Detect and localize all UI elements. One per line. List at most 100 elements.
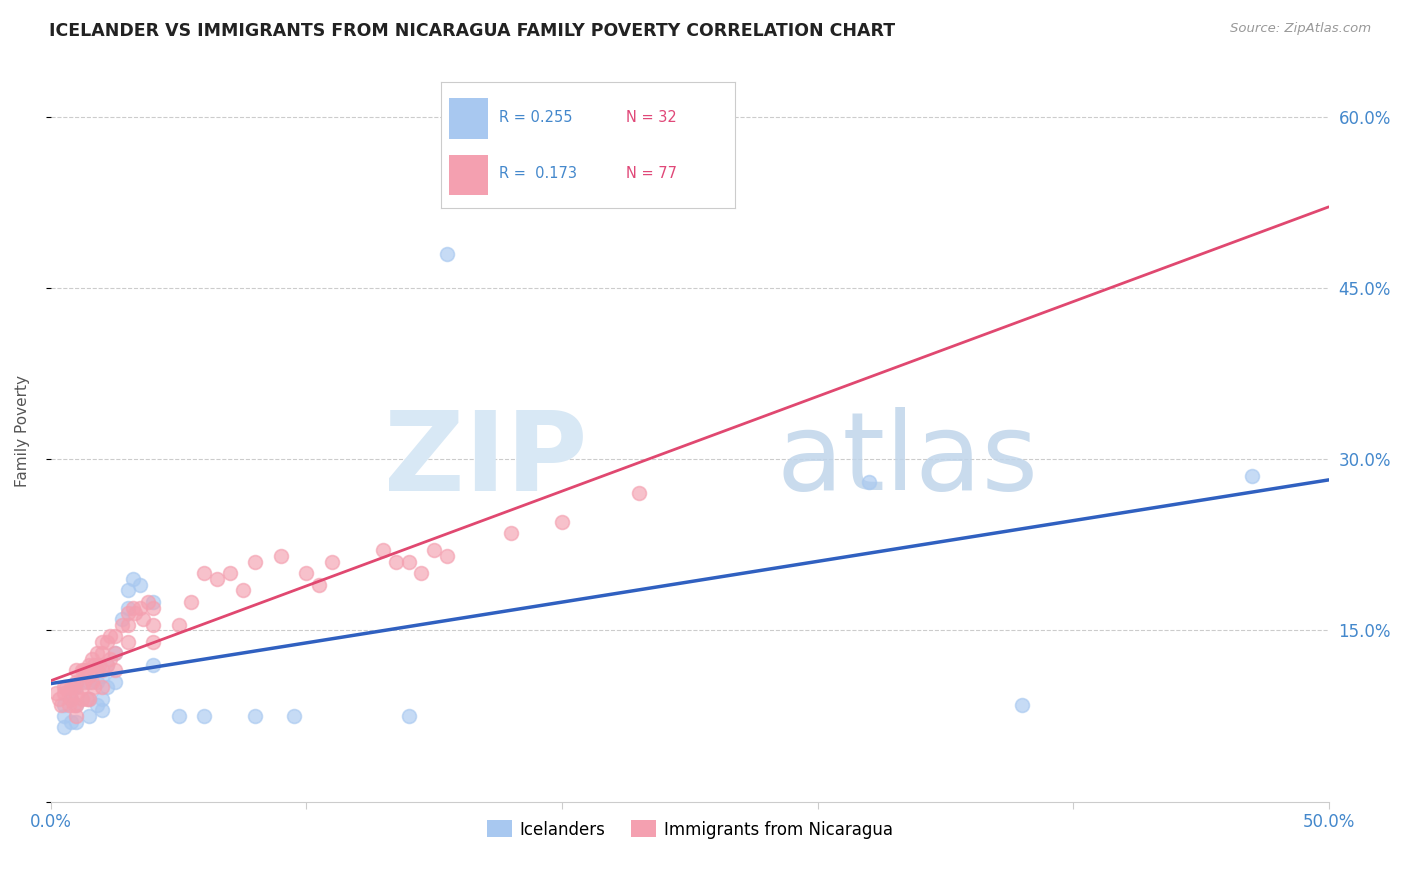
Point: [70, 663, 93, 677]
Point: [96, 657, 118, 672]
Point: [136, 595, 159, 609]
Point: [91, 703, 114, 717]
Point: [1011, 698, 1033, 712]
Point: [98, 629, 121, 643]
Point: [411, 566, 433, 581]
Point: [65, 686, 87, 700]
Point: [65, 681, 87, 695]
Point: [104, 646, 127, 660]
Point: [49, 698, 72, 712]
Point: [132, 612, 155, 626]
Point: [52, 709, 75, 723]
Point: [121, 600, 143, 615]
Point: [129, 577, 152, 591]
Point: [65, 709, 87, 723]
Point: [60, 681, 83, 695]
Point: [117, 600, 139, 615]
Point: [111, 617, 134, 632]
Point: [86, 663, 108, 677]
Point: [83, 681, 105, 695]
Point: [117, 606, 139, 620]
Point: [231, 583, 253, 598]
Point: [371, 543, 394, 558]
Text: ZIP: ZIP: [384, 407, 588, 514]
Point: [48, 691, 70, 706]
Point: [65, 698, 87, 712]
Text: Source: ZipAtlas.com: Source: ZipAtlas.com: [1230, 22, 1371, 36]
Point: [86, 674, 108, 689]
Point: [124, 606, 146, 620]
Point: [96, 681, 118, 695]
Point: [218, 566, 240, 581]
Point: [167, 709, 190, 723]
Point: [52, 686, 75, 700]
Point: [295, 566, 318, 581]
Point: [270, 549, 292, 563]
Text: ICELANDER VS IMMIGRANTS FROM NICARAGUA FAMILY POVERTY CORRELATION CHART: ICELANDER VS IMMIGRANTS FROM NICARAGUA F…: [49, 22, 896, 40]
Point: [73, 674, 96, 689]
Point: [80, 652, 103, 666]
Point: [321, 555, 343, 569]
Point: [142, 657, 165, 672]
Point: [142, 595, 165, 609]
Point: [117, 617, 139, 632]
Point: [142, 634, 165, 648]
Point: [104, 629, 127, 643]
Point: [70, 681, 93, 695]
Point: [77, 674, 100, 689]
Point: [104, 646, 127, 660]
Point: [58, 698, 80, 712]
Point: [76, 663, 98, 677]
Point: [52, 720, 75, 734]
Point: [308, 577, 330, 591]
Point: [111, 612, 134, 626]
Point: [245, 709, 267, 723]
Point: [96, 634, 118, 648]
Point: [245, 555, 267, 569]
Point: [117, 583, 139, 598]
Point: [423, 543, 446, 558]
Point: [91, 646, 114, 660]
Point: [180, 595, 202, 609]
Point: [193, 566, 215, 581]
Point: [104, 663, 127, 677]
Point: [86, 698, 108, 712]
Point: [117, 634, 139, 648]
Point: [65, 663, 87, 677]
Point: [167, 617, 190, 632]
Point: [60, 714, 83, 729]
Point: [77, 709, 100, 723]
Point: [76, 691, 98, 706]
Point: [77, 691, 100, 706]
Point: [77, 657, 100, 672]
Point: [63, 698, 86, 712]
Point: [65, 714, 87, 729]
Point: [77, 691, 100, 706]
Point: [91, 691, 114, 706]
Point: [1241, 469, 1264, 483]
Point: [205, 572, 228, 586]
Point: [60, 691, 83, 706]
Point: [89, 657, 111, 672]
Point: [55, 681, 77, 695]
Point: [436, 549, 458, 563]
Point: [91, 634, 114, 648]
Point: [627, 486, 650, 500]
Point: [98, 652, 121, 666]
Point: [129, 600, 152, 615]
Point: [58, 686, 80, 700]
Point: [65, 698, 87, 712]
Text: atlas: atlas: [776, 408, 1038, 513]
Point: [436, 246, 458, 260]
Point: [70, 691, 93, 706]
Point: [283, 709, 305, 723]
Point: [398, 555, 420, 569]
Point: [60, 691, 83, 706]
Point: [385, 555, 408, 569]
Point: [91, 669, 114, 683]
Point: [121, 572, 143, 586]
Point: [398, 709, 420, 723]
Point: [73, 663, 96, 677]
Point: [96, 657, 118, 672]
Point: [86, 646, 108, 660]
